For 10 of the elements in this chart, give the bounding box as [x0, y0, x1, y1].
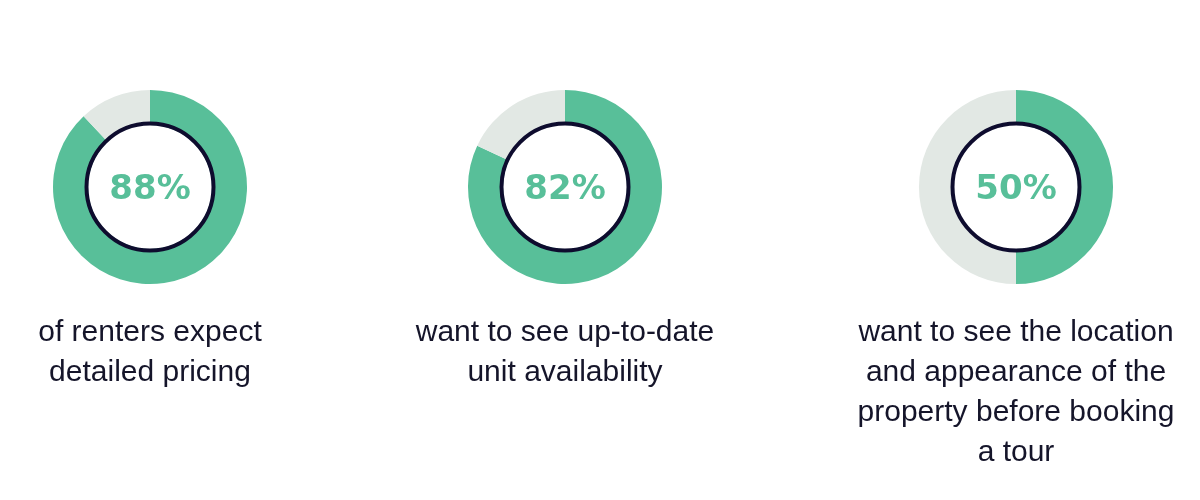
donut-slice	[53, 90, 247, 284]
donut-slice	[468, 90, 662, 284]
text: want to see the location and appearance of the property before booking a tour	[856, 313, 1176, 469]
data-label: 82%	[524, 167, 606, 207]
data-label: 50%	[975, 167, 1057, 207]
donut-slice	[83, 90, 150, 142]
data-label: 88%	[109, 167, 191, 207]
text: want to see up-to-date unit availability	[414, 313, 716, 389]
text: of renters expect detailed pricing	[37, 313, 263, 389]
donut-slice	[477, 90, 565, 161]
